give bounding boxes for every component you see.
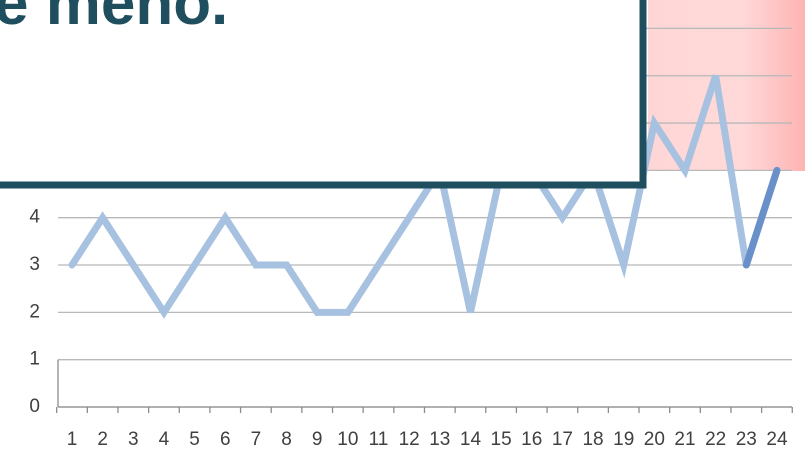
x-tick-label: 9 xyxy=(312,429,323,450)
x-tick-label: 12 xyxy=(399,429,420,450)
x-tick-label: 1 xyxy=(67,429,78,450)
y-tick-label: 2 xyxy=(29,301,40,322)
x-tick-label: 7 xyxy=(251,429,262,450)
line-series xyxy=(68,74,781,319)
callout-border xyxy=(0,0,647,189)
y-tick-label: 3 xyxy=(29,254,40,275)
y-tick-label: 0 xyxy=(29,396,40,417)
x-tick-label: 16 xyxy=(521,429,542,450)
x-tick-label: 22 xyxy=(705,429,726,450)
x-tick-label: 13 xyxy=(429,429,450,450)
x-tick-label: 5 xyxy=(189,429,200,450)
highlight-segment xyxy=(742,166,781,269)
y-tick-label: 4 xyxy=(29,207,40,228)
x-tick-label: 10 xyxy=(337,429,358,450)
x-tick-label: 15 xyxy=(491,429,512,450)
x-tick-label: 23 xyxy=(736,429,757,450)
x-tick-label: 21 xyxy=(674,429,695,450)
callout-box: e meno. xyxy=(0,0,647,189)
x-tick-label: 6 xyxy=(220,429,231,450)
y-tick-label: 1 xyxy=(29,349,40,370)
x-tick-label: 19 xyxy=(613,429,634,450)
x-tick-label: 4 xyxy=(159,429,170,450)
x-tick-label: 2 xyxy=(97,429,108,450)
x-tick-label: 20 xyxy=(644,429,665,450)
callout-text: e meno. xyxy=(0,0,228,38)
x-tick-label: 18 xyxy=(582,429,603,450)
x-tick-label: 11 xyxy=(369,429,389,450)
x-tick-label: 14 xyxy=(460,429,482,450)
x-tick-label: 17 xyxy=(552,429,573,450)
x-tick-label: 8 xyxy=(281,429,292,450)
x-tick-label: 3 xyxy=(128,429,139,450)
x-tick-label: 24 xyxy=(766,429,788,450)
plot xyxy=(68,74,781,319)
